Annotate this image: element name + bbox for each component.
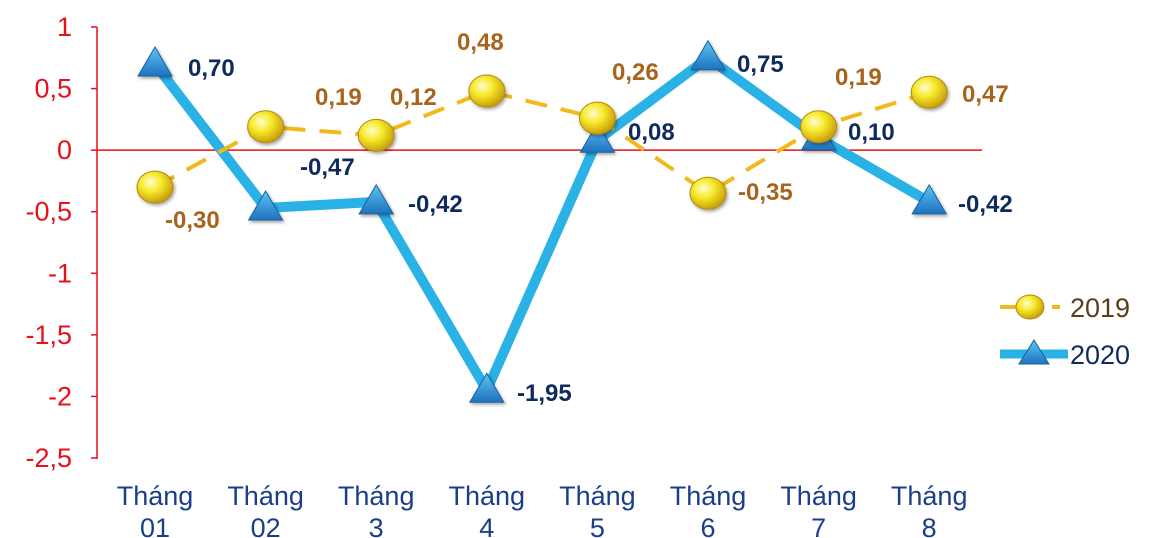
series-2019-data-label: -0,35 (738, 179, 793, 206)
x-tick-label: Tháng 4 (449, 481, 526, 538)
y-tick-label: 0,5 (34, 74, 72, 104)
series-2019-point (689, 176, 727, 210)
x-tick-label: Tháng 7 (780, 481, 857, 538)
legend-2020-marker (1018, 339, 1050, 365)
series-2020-point (690, 39, 726, 71)
series-2020-data-label: -0,42 (958, 191, 1013, 218)
series-2019 (136, 74, 948, 210)
y-tick-label: -1,5 (25, 320, 72, 350)
x-tick-label: Tháng 5 (559, 481, 636, 538)
series-2020-data-label: 0,75 (737, 51, 784, 78)
series-2020-data-label: 0,70 (188, 55, 235, 82)
series-2020-point (358, 183, 395, 215)
x-tick-label: Tháng 01 (117, 481, 194, 538)
x-tick-label: Tháng 3 (338, 481, 415, 538)
series-2019-data-label: 0,47 (962, 81, 1009, 108)
y-tick-label: -2 (48, 381, 72, 411)
series-2019-point (800, 110, 838, 144)
series-2020 (137, 39, 948, 403)
series-2020-point (579, 122, 616, 153)
series-2019-data-label: 0,19 (315, 84, 362, 111)
data-labels: -0,30 0,19 0,12 0,26 -0,35 0,19 0,47 0,48 0,70 -0… (165, 29, 1013, 407)
series-2019-point (136, 170, 174, 204)
series-2019-point (247, 110, 285, 144)
series-2020-point (911, 183, 948, 215)
y-tick-label: -0,5 (25, 197, 72, 227)
y-tick-label: 0 (57, 135, 72, 165)
series-2020-point (137, 45, 173, 77)
series-2020-data-label: -0,42 (408, 191, 463, 218)
x-tick-label: Tháng 8 (891, 481, 968, 538)
legend: 2019 2020 (1000, 293, 1130, 370)
y-tick-label: -2,5 (25, 443, 72, 473)
series-2020-data-label: -1,95 (517, 380, 572, 407)
series-2020-data-label: -0,47 (300, 154, 355, 181)
series-2019-data-label: 0,48 (457, 29, 504, 56)
series-2020-point (247, 190, 284, 221)
x-tick-label: Tháng 02 (227, 481, 304, 538)
series-2019-data-label: 0,12 (390, 84, 437, 111)
series-2020-line (151, 52, 932, 396)
axes: 1 0,5 0 -0,5 -1 -1,5 -2 -2,5 Tháng 01 Tháng 02 Tháng… (25, 12, 982, 538)
y-tick-label: -1 (48, 258, 72, 288)
series-2020-point (468, 372, 505, 403)
series-2019-point (578, 101, 616, 135)
series-2019-point (468, 74, 506, 108)
series-2019-data-label: 0,26 (612, 59, 659, 86)
legend-2019-marker (1015, 294, 1045, 320)
legend-2020-label: 2020 (1070, 340, 1130, 370)
series-2019-point (910, 75, 948, 109)
series-2019-data-label: 0,19 (835, 64, 882, 91)
series-2020-data-label: 0,08 (628, 119, 675, 146)
x-tick-label: Tháng 6 (670, 481, 747, 538)
y-tick-label: 1 (57, 12, 72, 42)
legend-2019-label: 2019 (1070, 293, 1130, 323)
series-2019-point (357, 118, 395, 152)
series-2019-data-label: -0,30 (165, 207, 220, 234)
series-2020-data-label: 0,10 (848, 119, 895, 146)
